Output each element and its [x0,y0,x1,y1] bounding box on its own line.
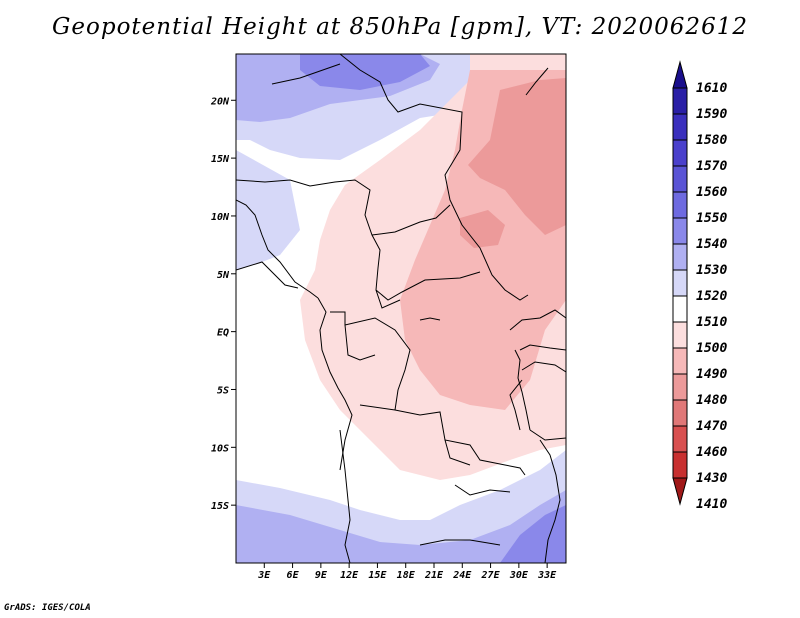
colorbar-swatch [672,243,688,271]
plot-frame [235,53,567,564]
y-tick-label: 10S [211,443,229,454]
x-tick-label: 9E [315,570,328,581]
y-tick-label: EQ [217,328,229,339]
x-tick-label: 30E [509,570,529,581]
map-title: Geopotential Height at 850hPa [gpm], VT:… [52,14,748,40]
x-tick-label: 21E [424,570,444,581]
colorbar-swatch [672,451,688,479]
y-tick-label: 15N [211,154,230,165]
region-1530-south [236,490,566,563]
colorbar-label: 1550 [696,211,727,226]
colorbar-swatch [672,165,688,193]
colorbar-label: 1530 [696,263,727,278]
region-1540-southeast [500,505,566,563]
colorbar-swatch [672,347,688,375]
colorbar-swatch [672,425,688,453]
axis-ticks: 3E 6E 9E 12E 15E 18E 21E 24E 27E 30E 33E 20N 15N 10N 5… [210,96,557,581]
colorbar-swatch [672,321,688,349]
colorbar-label: 1430 [696,471,727,486]
height-field [236,54,566,563]
colorbar-label: 1610 [696,81,727,96]
y-tick-label: 20N [210,96,230,107]
colorbar-label: 1500 [696,341,727,356]
colorbar: 1610 1590 1580 1570 1560 1550 1540 1530 1520 1510… [672,60,727,512]
colorbar-label: 1590 [696,107,727,122]
x-tick-label: 27E [481,570,501,581]
colorbar-swatch [672,87,688,115]
colorbar-swatch [672,139,688,167]
coastline [236,67,561,563]
x-tick-label: 18E [397,570,416,581]
colorbar-label: 1560 [696,185,727,200]
y-tick-label: 5S [217,385,229,396]
colorbar-label: 1510 [696,315,727,330]
colorbar-swatch [672,373,688,401]
colorbar-label: 1460 [696,445,727,460]
colorbar-label: 1410 [696,497,727,512]
x-tick-label: 33E [537,570,557,581]
y-tick-label: 15S [211,501,229,512]
colorbar-label: 1570 [696,159,727,174]
country-borders [236,54,566,563]
region-1480-northeast [468,78,566,235]
colorbar-label: 1480 [696,393,727,408]
colorbar-label: 1490 [696,367,727,382]
colorbar-label: 1520 [696,289,727,304]
y-tick-label: 10N [211,212,230,223]
y-tick-label: 5N [217,270,230,281]
credit-label: GrADS: IGES/COLA [4,603,91,613]
x-tick-label: 3E [257,570,271,581]
colorbar-swatch [672,191,688,219]
region-1540-north [300,54,430,90]
region-1480-blob [460,210,505,248]
colorbar-top-arrow [672,60,688,89]
x-tick-label: 12E [340,570,359,581]
colorbar-swatch [672,269,688,297]
colorbar-label: 1470 [696,419,727,434]
colorbar-bottom-arrow [672,477,688,506]
colorbar-swatch [672,217,688,245]
colorbar-swatch [672,399,688,427]
colorbar-swatch [672,113,688,141]
colorbar-label: 1540 [696,237,727,252]
x-tick-label: 6E [287,570,300,581]
x-tick-label: 15E [368,570,387,581]
colorbar-swatch [672,295,688,323]
x-tick-label: 24E [452,570,472,581]
colorbar-label: 1580 [696,133,727,148]
